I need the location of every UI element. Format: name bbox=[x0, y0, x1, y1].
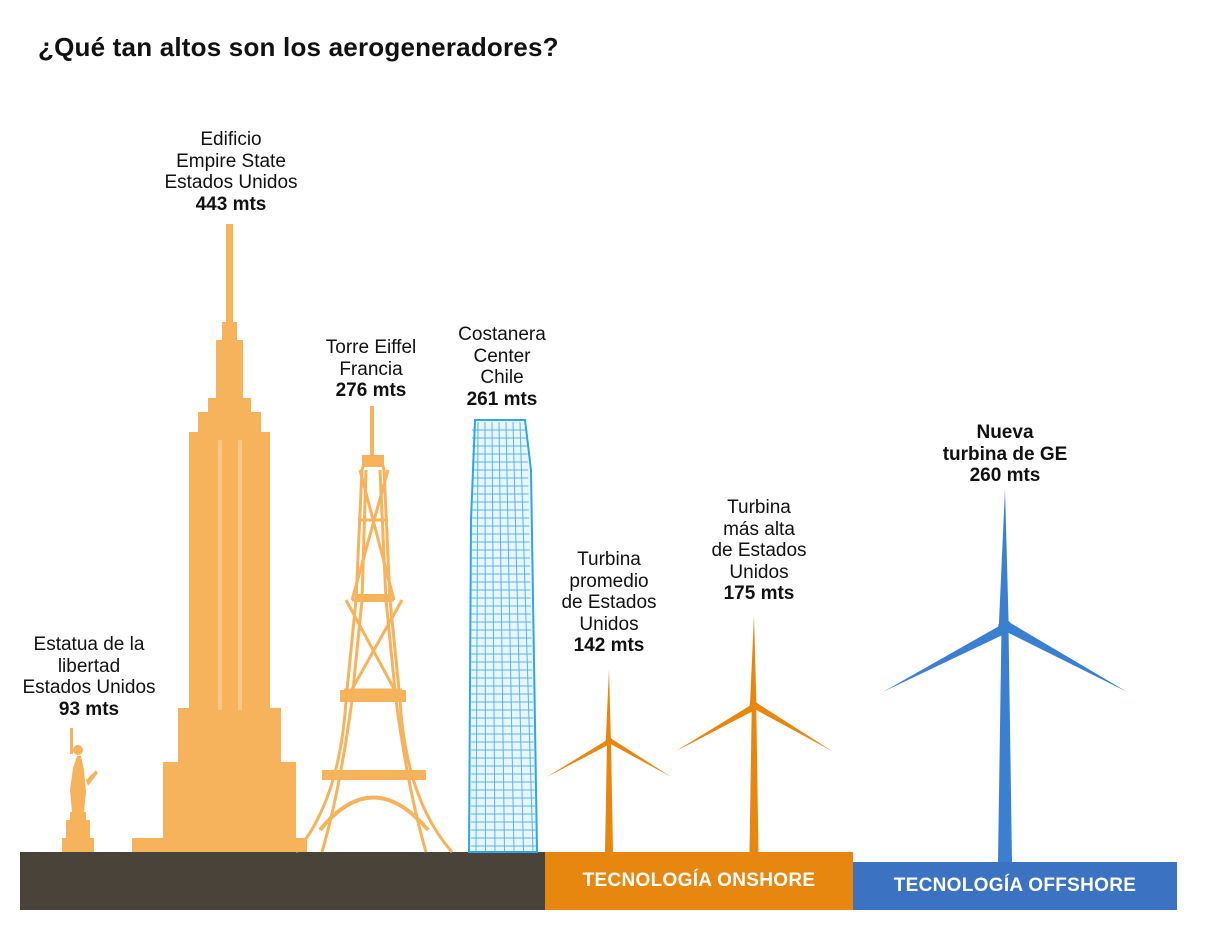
empire-state-detail bbox=[218, 440, 242, 710]
label-turbine-tall: Turbina más alta de Estados Unidos 175 m… bbox=[711, 497, 807, 604]
costanera-center-shape bbox=[467, 419, 539, 853]
label-eiffel: Torre Eiffel Francia 276 mts bbox=[325, 337, 417, 401]
label-costanera: Costanera Center Chile 261 mts bbox=[458, 324, 546, 410]
label-empire: Edificio Empire State Estados Unidos 443… bbox=[164, 129, 298, 215]
eiffel-tower-shape bbox=[294, 454, 454, 853]
band-offshore-bg bbox=[853, 862, 1177, 910]
band-offshore-label: TECNOLOGÍA OFFSHORE bbox=[893, 875, 1137, 896]
page-title: ¿Qué tan altos son los aerogeneradores? bbox=[38, 32, 559, 62]
eiffel-tower-decks bbox=[322, 406, 426, 780]
label-statue: Estatua de la libertad Estados Unidos 93… bbox=[22, 634, 156, 720]
label-turbine-ge: Nueva turbina de GE 260 mts bbox=[942, 422, 1068, 486]
ground-dark bbox=[20, 852, 545, 910]
statue-of-liberty-shape bbox=[62, 728, 98, 852]
turbine-ge-shape bbox=[883, 489, 1127, 862]
band-onshore-label: TECNOLOGÍA ONSHORE bbox=[582, 870, 816, 891]
band-onshore-bg bbox=[545, 852, 853, 910]
turbine-tallest-shape bbox=[675, 615, 833, 852]
empire-state-shape bbox=[132, 224, 307, 852]
label-turbine-avg: Turbina promedio de Estados Unidos 142 m… bbox=[561, 549, 657, 656]
turbine-average-shape bbox=[546, 669, 672, 852]
